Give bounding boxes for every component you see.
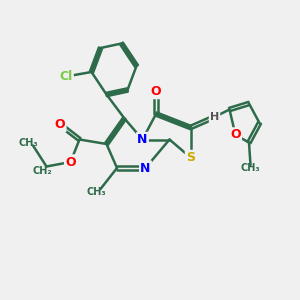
Text: CH₂: CH₂ xyxy=(32,166,52,176)
Text: N: N xyxy=(140,161,151,175)
Text: CH₃: CH₃ xyxy=(19,137,38,148)
Text: H: H xyxy=(210,112,219,122)
Text: Cl: Cl xyxy=(59,70,73,83)
Text: O: O xyxy=(230,128,241,142)
Text: S: S xyxy=(186,151,195,164)
Text: O: O xyxy=(55,118,65,131)
Text: O: O xyxy=(65,155,76,169)
Text: O: O xyxy=(151,85,161,98)
Text: N: N xyxy=(137,133,148,146)
Text: CH₃: CH₃ xyxy=(86,187,106,197)
Text: CH₃: CH₃ xyxy=(241,163,260,173)
